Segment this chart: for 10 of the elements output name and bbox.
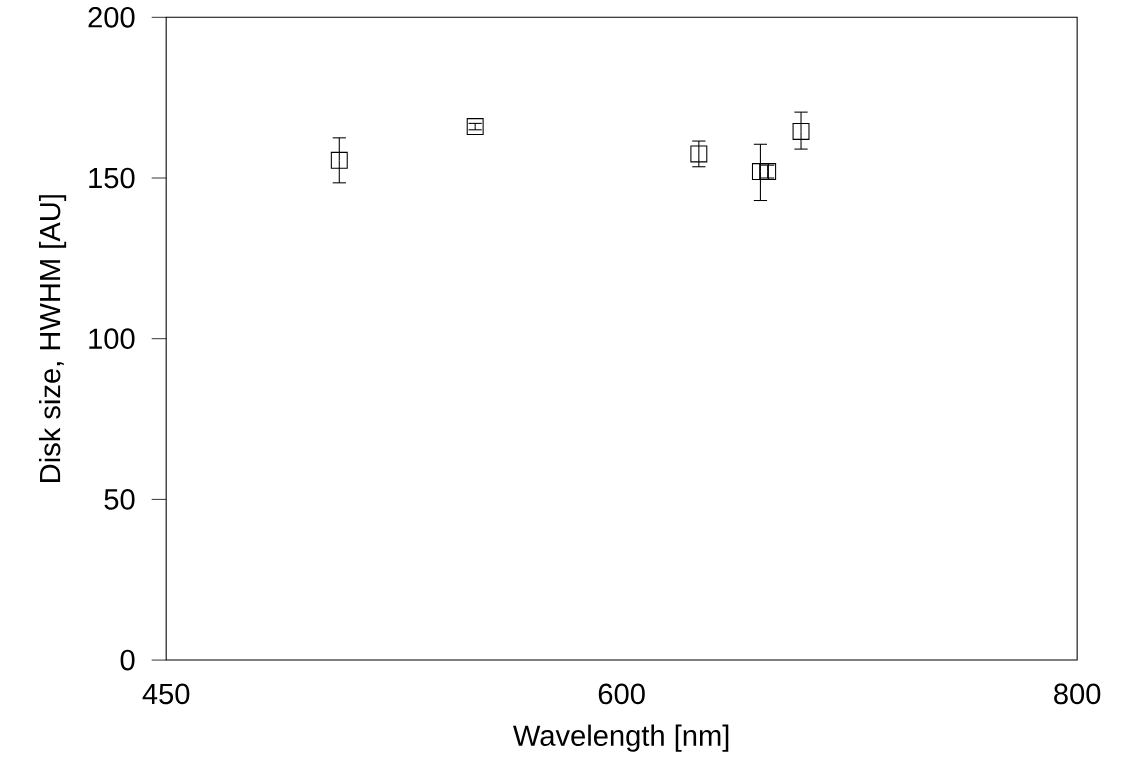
y-tick-label: 150 (89, 167, 135, 189)
y-axis-title: Disk size, HWHM [AU] (38, 195, 67, 483)
x-tick-label: 800 (1054, 683, 1101, 705)
y-tick-label: 200 (88, 7, 135, 28)
x-tick-label: 600 (598, 683, 645, 705)
y-tick-label: 0 (120, 649, 135, 671)
y-tick-label: 100 (89, 328, 135, 350)
x-tick-label: 450 (142, 683, 190, 705)
x-axis-title: Wavelength [nm] (513, 724, 729, 752)
y-tick-label: 50 (104, 489, 135, 510)
